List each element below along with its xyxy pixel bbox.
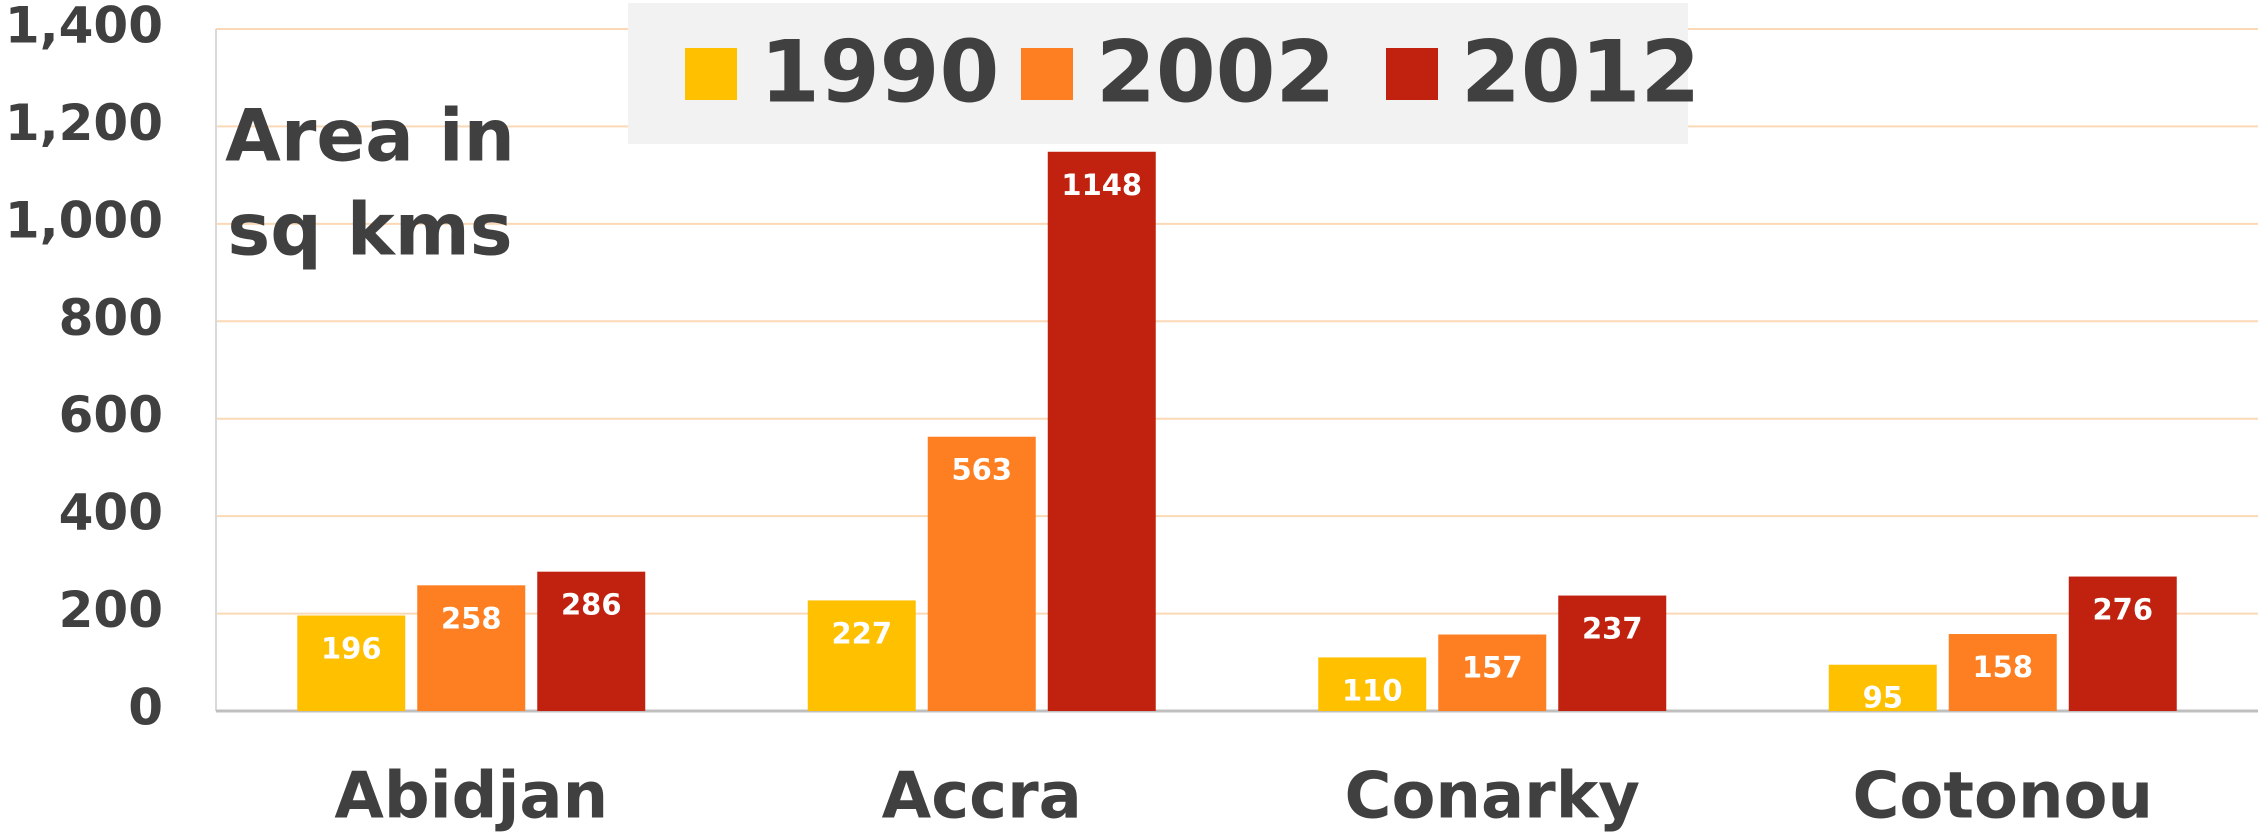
data-label: 95 bbox=[1863, 681, 1903, 715]
data-label: 237 bbox=[1582, 612, 1643, 646]
x-tick-label: Conarky bbox=[1344, 760, 1640, 833]
legend-box bbox=[628, 3, 1688, 144]
data-label: 563 bbox=[951, 453, 1012, 487]
bar bbox=[1438, 634, 1547, 711]
legend-label: 2012 bbox=[1461, 22, 1700, 122]
data-label: 158 bbox=[1972, 650, 2033, 684]
y-tick-label: 600 bbox=[59, 386, 163, 444]
y-tick-label: 1,200 bbox=[5, 94, 163, 152]
bar bbox=[1047, 151, 1156, 711]
bar bbox=[807, 600, 916, 711]
bar bbox=[2068, 576, 2177, 711]
y-tick-label: 1,000 bbox=[5, 191, 163, 249]
annotation: Area in bbox=[225, 94, 515, 178]
data-label: 227 bbox=[831, 616, 892, 650]
data-label: 157 bbox=[1462, 651, 1523, 685]
legend-label: 1990 bbox=[760, 22, 999, 122]
legend-swatch bbox=[1386, 48, 1438, 100]
data-label: 110 bbox=[1342, 673, 1403, 707]
bar bbox=[1828, 664, 1937, 711]
y-tick-label: 0 bbox=[128, 679, 163, 737]
data-label: 196 bbox=[321, 632, 382, 666]
data-label: 276 bbox=[2092, 593, 2153, 627]
data-label: 1148 bbox=[1061, 168, 1142, 202]
data-label: 258 bbox=[441, 601, 502, 635]
bar bbox=[1318, 657, 1427, 711]
y-tick-label: 800 bbox=[59, 289, 163, 347]
x-tick-label: Accra bbox=[882, 760, 1082, 833]
y-tick-label: 1,400 bbox=[5, 0, 163, 55]
bar bbox=[1948, 634, 2057, 711]
bar bbox=[1558, 595, 1667, 711]
data-label: 286 bbox=[561, 588, 622, 622]
legend-swatch bbox=[685, 48, 737, 100]
x-tick-label: Abidjan bbox=[334, 760, 608, 833]
y-tick-label: 400 bbox=[59, 484, 163, 542]
legend-label: 2002 bbox=[1096, 22, 1335, 122]
y-tick-label: 200 bbox=[59, 581, 163, 639]
legend-swatch bbox=[1021, 48, 1073, 100]
bar bbox=[537, 571, 646, 711]
bar bbox=[417, 585, 526, 711]
annotation: sq kms bbox=[227, 188, 512, 272]
x-tick-label: Cotonou bbox=[1852, 760, 2153, 833]
bar bbox=[297, 615, 406, 711]
bar bbox=[927, 436, 1036, 711]
